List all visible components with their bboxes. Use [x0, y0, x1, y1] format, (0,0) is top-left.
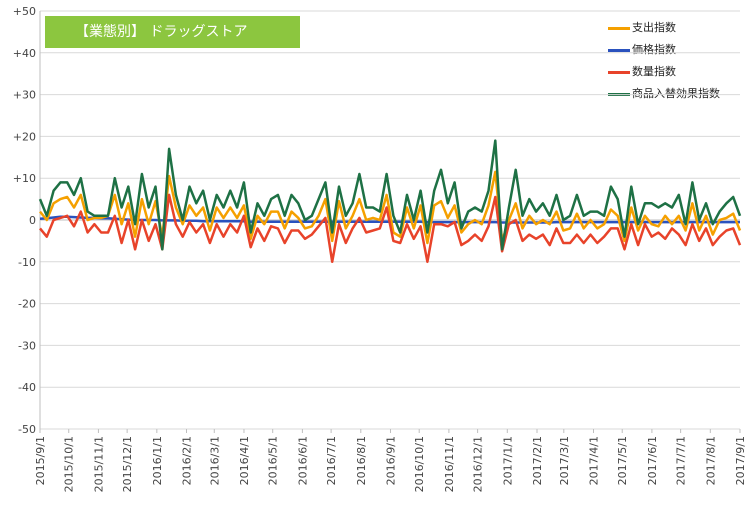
- x-tick-label: 2016/3/1: [208, 436, 221, 485]
- x-axis-ticks: 2015/9/1 2015/10/1 2015/11/1 2015/12/1 2016/…: [34, 429, 746, 492]
- x-tick-label: 2015/12/1: [121, 436, 134, 492]
- x-tick-label: 2015/9/1: [34, 436, 47, 485]
- x-tick-label: 2016/4/1: [238, 436, 251, 485]
- x-tick-label: 2016/7/1: [325, 436, 338, 485]
- legend-item-spending: 支出指数: [608, 17, 744, 39]
- x-tick-label: 2017/4/1: [587, 436, 600, 485]
- y-axis-ticks: +50 +40 +30 +20 +10 0 -10 -20 -30 -40 -50: [13, 5, 36, 436]
- x-tick-label: 2016/5/1: [267, 436, 280, 485]
- y-tick-label: -20: [18, 298, 36, 311]
- y-tick-label: +50: [13, 5, 36, 18]
- series-line-quantity: [39, 193, 742, 264]
- y-tick-label: +20: [13, 130, 36, 143]
- y-tick-label: -30: [18, 339, 36, 352]
- legend-label-replacement: 商品入替効果指数: [632, 87, 720, 100]
- legend-swatch-quantity: [608, 71, 630, 74]
- x-tick-label: 2015/10/1: [63, 436, 76, 492]
- legend-label-spending: 支出指数: [632, 21, 676, 34]
- x-tick-label: 2016/8/1: [355, 436, 368, 485]
- x-tick-label: 2017/1/1: [501, 436, 514, 485]
- x-tick-label: 2016/11/1: [443, 436, 456, 492]
- x-tick-label: 2017/5/1: [616, 436, 629, 485]
- legend-item-quantity: 数量指数: [608, 61, 744, 83]
- chart-title: 【業態別】 ドラッグストア: [45, 16, 300, 48]
- legend-label-quantity: 数量指数: [632, 65, 676, 78]
- x-tick-label: 2017/2/1: [531, 436, 544, 485]
- y-tick-label: -50: [18, 423, 36, 436]
- series-line-replacement: [38, 139, 742, 251]
- legend-swatch-price: [608, 49, 630, 52]
- y-tick-label: +40: [13, 47, 36, 60]
- y-tick-label: +10: [13, 172, 36, 185]
- x-tick-label: 2017/3/1: [558, 436, 571, 485]
- x-tick-label: 2017/7/1: [675, 436, 688, 485]
- y-tick-label: -40: [18, 381, 36, 394]
- legend-swatch-spending: [608, 27, 630, 30]
- y-tick-label: +30: [13, 89, 36, 102]
- y-tick-label: 0: [29, 214, 36, 227]
- y-tick-label: -10: [18, 256, 36, 269]
- x-tick-label: 2016/12/1: [472, 436, 485, 492]
- x-tick-label: 2017/8/1: [704, 436, 717, 485]
- x-tick-label: 2015/11/1: [92, 436, 105, 492]
- x-tick-label: 2017/9/1: [734, 436, 746, 485]
- x-tick-label: 2016/2/1: [181, 436, 194, 485]
- x-tick-label: 2016/6/1: [296, 436, 309, 485]
- x-tick-label: 2016/1/1: [151, 436, 164, 485]
- x-tick-label: 2017/6/1: [646, 436, 659, 485]
- x-tick-label: 2016/9/1: [384, 436, 397, 485]
- series-lines: [38, 139, 742, 264]
- x-tick-label: 2016/10/1: [413, 436, 426, 492]
